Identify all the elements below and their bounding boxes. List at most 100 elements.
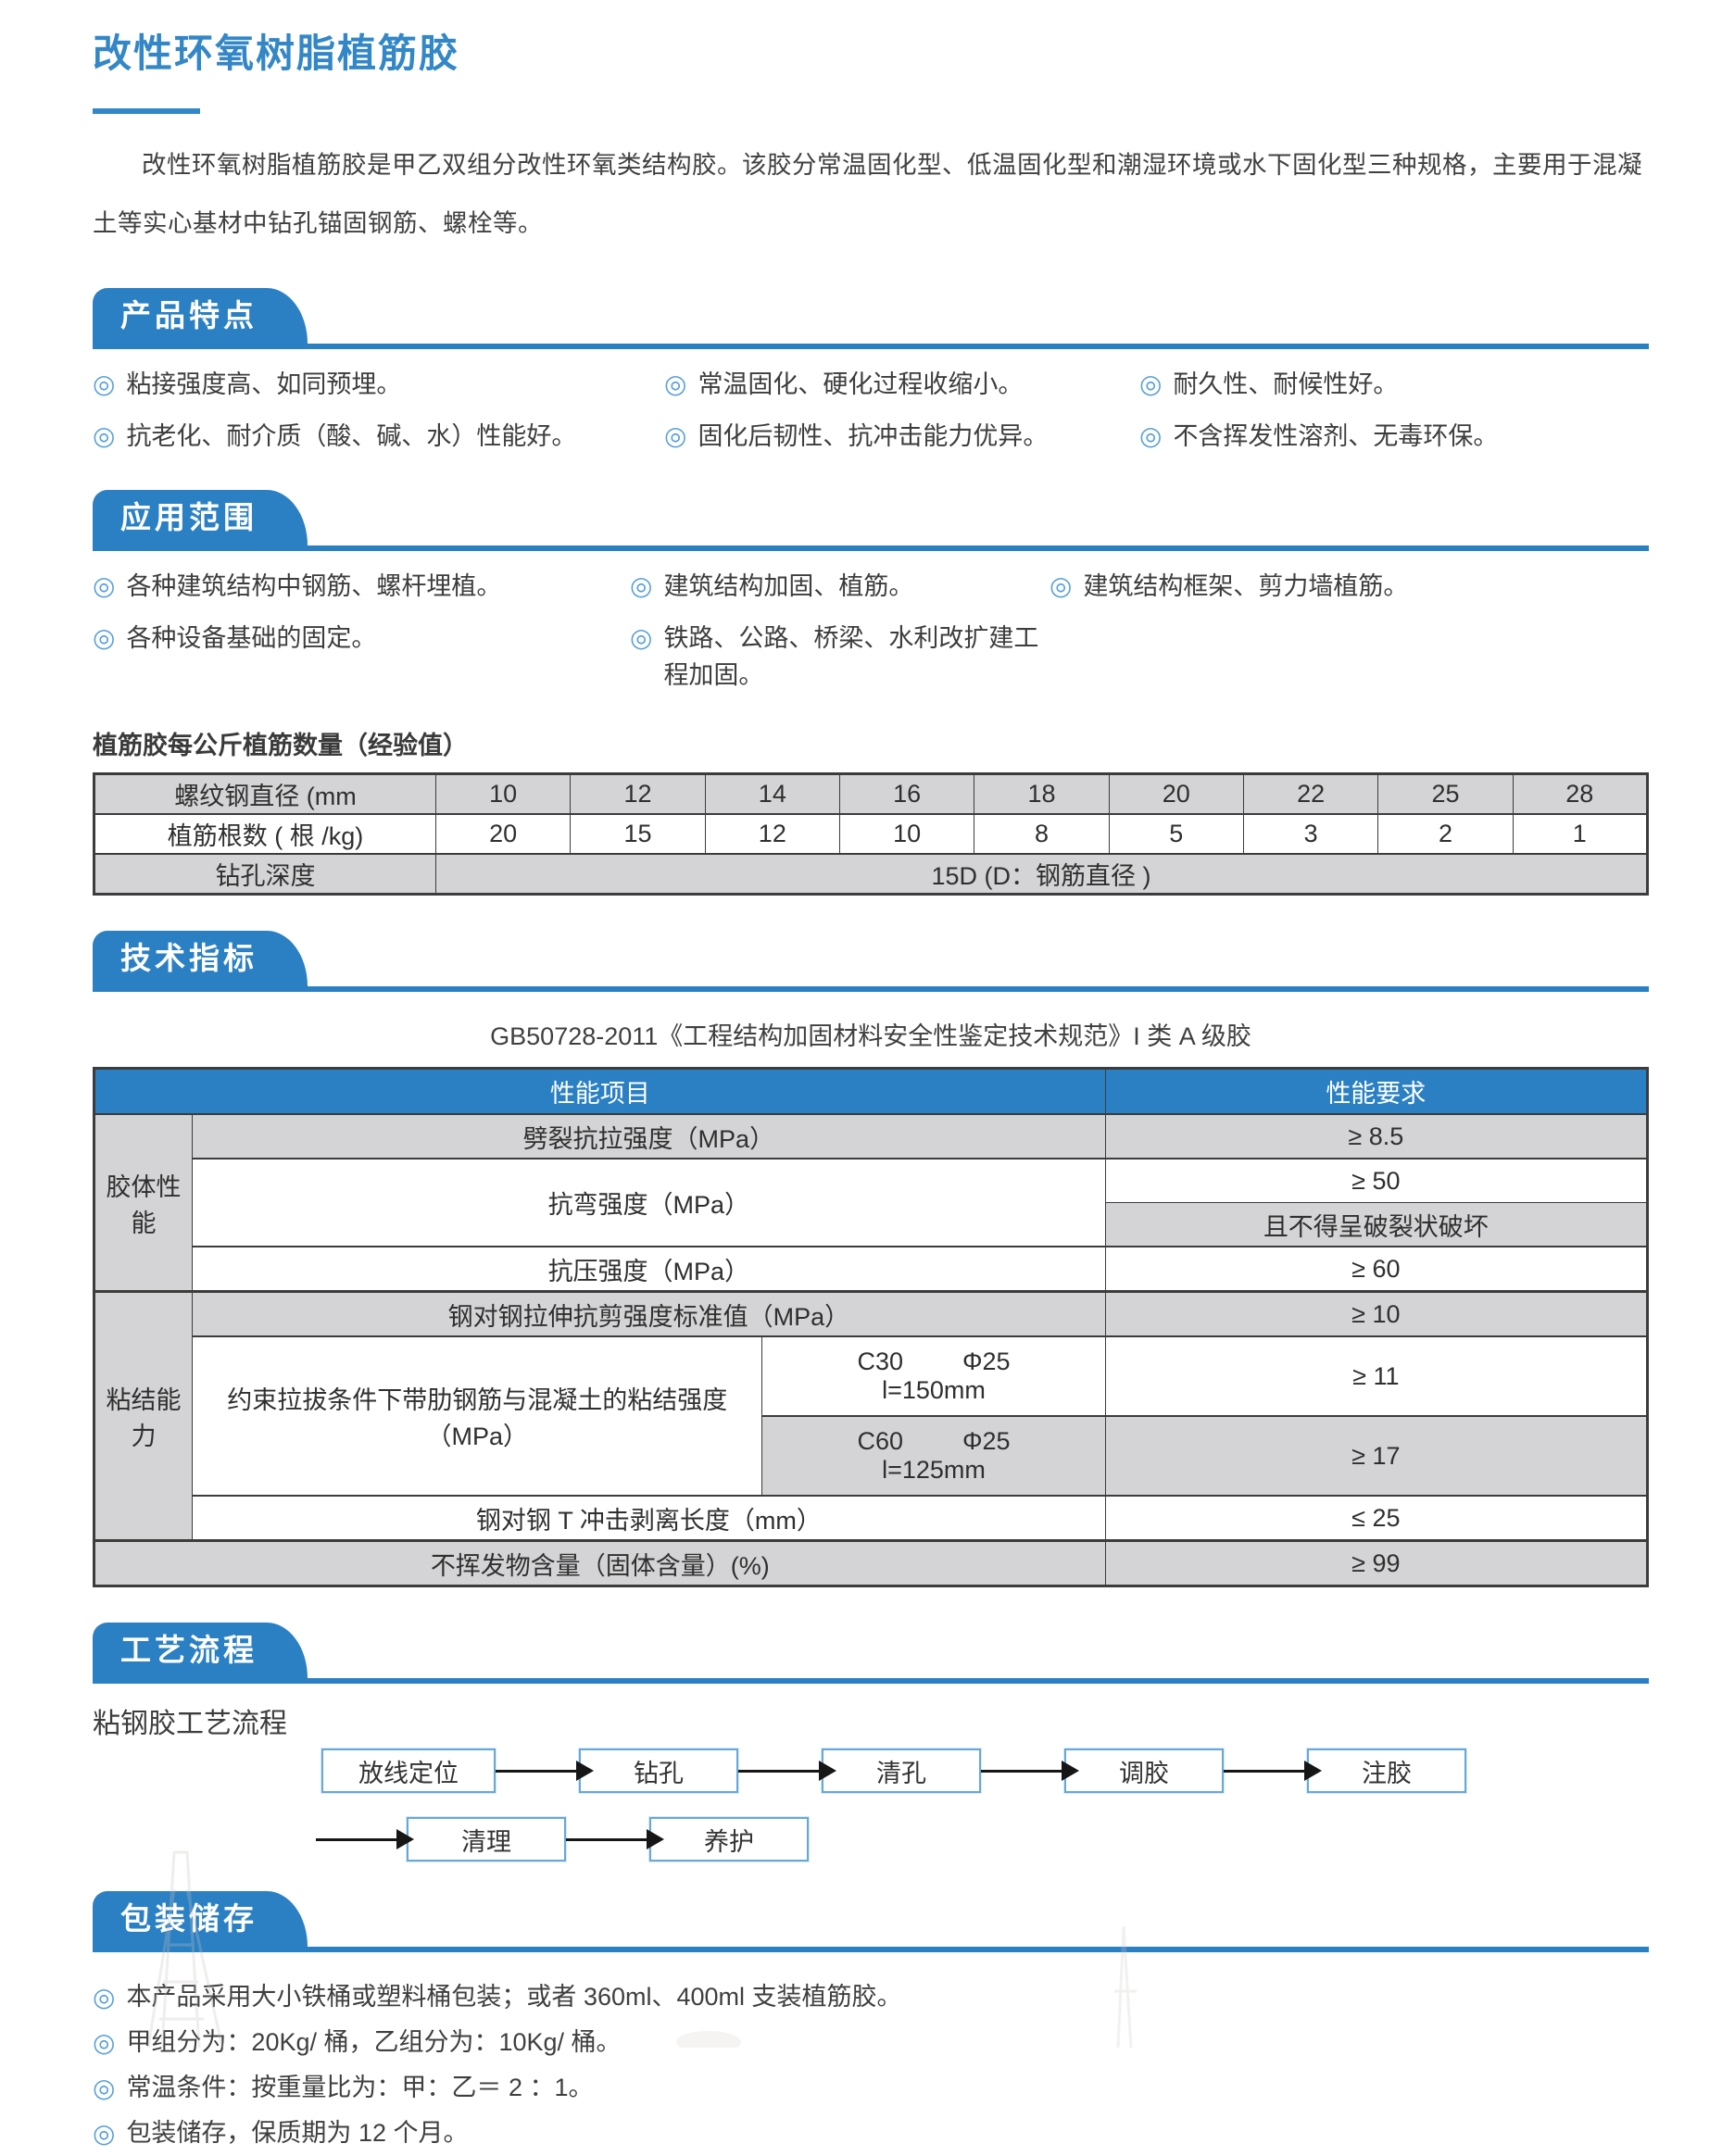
section-badge-applications: 应用范围 xyxy=(93,490,308,545)
flow-step: 清理 xyxy=(407,1817,566,1861)
flow-step: 钻孔 xyxy=(579,1749,738,1793)
bullet-icon: ◎ xyxy=(93,370,116,398)
cell: 20 xyxy=(1108,772,1244,815)
features-list: ◎ 粘接强度高、如同预埋。 ◎ 常温固化、硬化过程收缩小。 ◎ 耐久性、耐候性好。 ◎… xyxy=(93,366,1649,455)
table-row: 钻孔深度 15D (D：钢筋直径 ) xyxy=(94,853,1648,896)
bullet-text: 铁路、公路、桥梁、水利改扩建工程加固。 xyxy=(663,624,1039,689)
cell: 1 xyxy=(1512,813,1649,855)
bullet-text: 常温条件：按重量比为：甲：乙＝ 2 ：1。 xyxy=(126,2074,594,2101)
bullet-text: 各种设备基础的固定。 xyxy=(126,624,377,652)
bullet-icon: ◎ xyxy=(93,1983,116,2012)
section-rule xyxy=(93,1947,1649,1952)
bullet-icon: ◎ xyxy=(1139,370,1163,398)
list-item: ◎ 包装储存，保质期为 12 个月。 xyxy=(93,2111,1649,2156)
table-header-row: 性能项目 性能要求 xyxy=(94,1068,1649,1115)
row-label: 植筋根数 ( 根 /kg) xyxy=(94,813,436,855)
property-cell: 抗弯强度（MPa） xyxy=(192,1158,1106,1247)
cell: 22 xyxy=(1242,772,1379,815)
requirement-cell: ≥ 17 xyxy=(1104,1415,1649,1497)
flow-step: 放线定位 xyxy=(321,1749,496,1793)
requirement-cell: ≥ 11 xyxy=(1104,1335,1649,1417)
property-cell: 抗压强度（MPa） xyxy=(192,1246,1106,1292)
list-item: ◎ 各种设备基础的固定。 xyxy=(93,620,630,694)
cell: 10 xyxy=(838,813,975,855)
section-badge-process: 工艺流程 xyxy=(93,1623,308,1678)
requirement-cell: 且不得呈破裂状破坏 xyxy=(1104,1202,1649,1247)
list-item: ◎ 抗老化、耐介质（酸、碱、水）性能好。 xyxy=(93,418,664,455)
section-rule xyxy=(93,986,1649,992)
rebar-table: 螺纹钢直径 (mm 10 12 14 16 18 20 22 25 28 植筋根… xyxy=(93,772,1649,896)
cell: 2 xyxy=(1377,813,1514,855)
arrow-right-icon xyxy=(496,1769,579,1773)
section-rule xyxy=(93,344,1649,349)
bullet-icon: ◎ xyxy=(93,421,116,450)
list-item: ◎ 各种建筑结构中钢筋、螺杆埋植。 xyxy=(93,568,630,605)
tech-table: 性能项目 性能要求 胶体性能 劈裂抗拉强度（MPa） ≥ 8.5 抗弯强度（MP… xyxy=(93,1067,1649,1587)
requirement-cell: ≥ 10 xyxy=(1104,1290,1649,1337)
list-item: ◎ 建筑结构框架、剪力墙植筋。 xyxy=(1050,568,1649,605)
bullet-icon: ◎ xyxy=(1050,571,1073,600)
section-badge-features: 产品特点 xyxy=(93,288,308,344)
flow-step: 注胶 xyxy=(1307,1749,1466,1793)
arrow-right-icon xyxy=(738,1769,822,1773)
arrow-right-icon xyxy=(316,1837,399,1841)
table-row: 粘结能力 钢对钢拉伸抗剪强度标准值（MPa） ≥ 10 xyxy=(93,1290,1649,1541)
bullet-icon: ◎ xyxy=(93,623,116,652)
property-cell: 劈裂抗拉强度（MPa） xyxy=(192,1113,1106,1159)
list-item: ◎ 甲组分为：20Kg/ 桶，乙组分为：10Kg/ 桶。 xyxy=(93,2020,1649,2065)
bullet-text: 固化后韧性、抗冲击能力优异。 xyxy=(698,422,1049,450)
cell: 3 xyxy=(1242,813,1379,855)
table-row: 胶体性能 劈裂抗拉强度（MPa） ≥ 8.5 xyxy=(93,1113,1649,1292)
table-row: 螺纹钢直径 (mm 10 12 14 16 18 20 22 25 28 xyxy=(94,772,1649,815)
table-row: 钢对钢 T 冲击剥离长度（mm） ≤ 25 xyxy=(94,1495,1649,1541)
section-process-header: 工艺流程 xyxy=(93,1623,1649,1684)
cell: 15D (D：钢筋直径 ) xyxy=(435,853,1648,896)
bullet-text: 粘接强度高、如同预埋。 xyxy=(126,370,402,398)
condition-phi: Φ25 xyxy=(962,1427,1011,1455)
bullet-icon: ◎ xyxy=(93,2028,116,2057)
property-cell: 钢对钢拉伸抗剪强度标准值（MPa） xyxy=(192,1290,1106,1337)
bullet-icon: ◎ xyxy=(93,2119,116,2148)
cell: 14 xyxy=(704,772,840,815)
section-packaging-header: 包装储存 xyxy=(93,1891,1649,1952)
bullet-text: 耐久性、耐候性好。 xyxy=(1173,370,1399,398)
list-item: ◎ 不含挥发性溶剂、无毒环保。 xyxy=(1139,418,1649,455)
list-item: ◎ 粘接强度高、如同预埋。 xyxy=(93,366,664,403)
bullet-icon: ◎ xyxy=(1139,421,1163,450)
list-item: ◎ 耐久性、耐候性好。 xyxy=(1139,366,1649,403)
bullet-icon: ◎ xyxy=(93,571,116,600)
bullet-icon: ◎ xyxy=(93,2074,116,2102)
table-row: 抗压强度（MPa） ≥ 60 xyxy=(94,1246,1649,1292)
section-features-header: 产品特点 xyxy=(93,288,1649,349)
arrow-right-icon xyxy=(1224,1769,1307,1773)
list-item: ◎ 铁路、公路、桥梁、水利改扩建工程加固。 xyxy=(630,620,1050,694)
property-cell: 不挥发物含量（固体含量）(%) xyxy=(94,1539,1106,1586)
table-row: 抗弯强度（MPa） ≥ 50 xyxy=(94,1158,1649,1247)
bullet-icon: ◎ xyxy=(664,421,687,450)
table-row: C60 Φ25 l=125mm ≥ 17 xyxy=(94,1415,1649,1497)
bullet-text: 不含挥发性溶剂、无毒环保。 xyxy=(1173,422,1499,450)
bullet-text: 抗老化、耐介质（酸、碱、水）性能好。 xyxy=(126,422,577,450)
rebar-table-caption: 植筋胶每公斤植筋数量（经验值） xyxy=(93,732,468,759)
applications-list: ◎ 各种建筑结构中钢筋、螺杆埋植。 ◎ 建筑结构加固、植筋。 ◎ 建筑结构框架、剪力墙… xyxy=(93,568,1649,694)
cell: 10 xyxy=(434,772,572,815)
list-item: ◎ 常温固化、硬化过程收缩小。 xyxy=(664,366,1139,403)
group-label: 粘结能力 xyxy=(93,1290,194,1541)
packaging-list: ◎ 本产品采用大小铁桶或塑料桶包装；或者 360ml、400ml 支装植筋胶。 ◎… xyxy=(93,1974,1649,2156)
bullet-icon: ◎ xyxy=(664,370,687,398)
requirement-cell: ≥ 50 xyxy=(1104,1158,1649,1203)
title-underline xyxy=(93,108,200,114)
list-item: ◎ 建筑结构加固、植筋。 xyxy=(630,568,1050,605)
bullet-text: 甲组分为：20Kg/ 桶，乙组分为：10Kg/ 桶。 xyxy=(126,2028,622,2056)
cell: 25 xyxy=(1377,772,1514,815)
cell: 5 xyxy=(1108,813,1244,855)
cell: 12 xyxy=(570,772,706,815)
list-item: ◎ 固化后韧性、抗冲击能力优异。 xyxy=(664,418,1139,455)
section-badge-tech: 技术指标 xyxy=(93,931,308,986)
arrow-right-icon xyxy=(981,1769,1064,1773)
bullet-text: 常温固化、硬化过程收缩小。 xyxy=(698,370,1024,398)
flow-step: 养护 xyxy=(649,1817,809,1861)
cell: 8 xyxy=(974,813,1110,855)
tech-standard: GB50728-2011《工程结构加固材料安全性鉴定技术规范》I 类 A 级胶 xyxy=(490,1022,1251,1050)
